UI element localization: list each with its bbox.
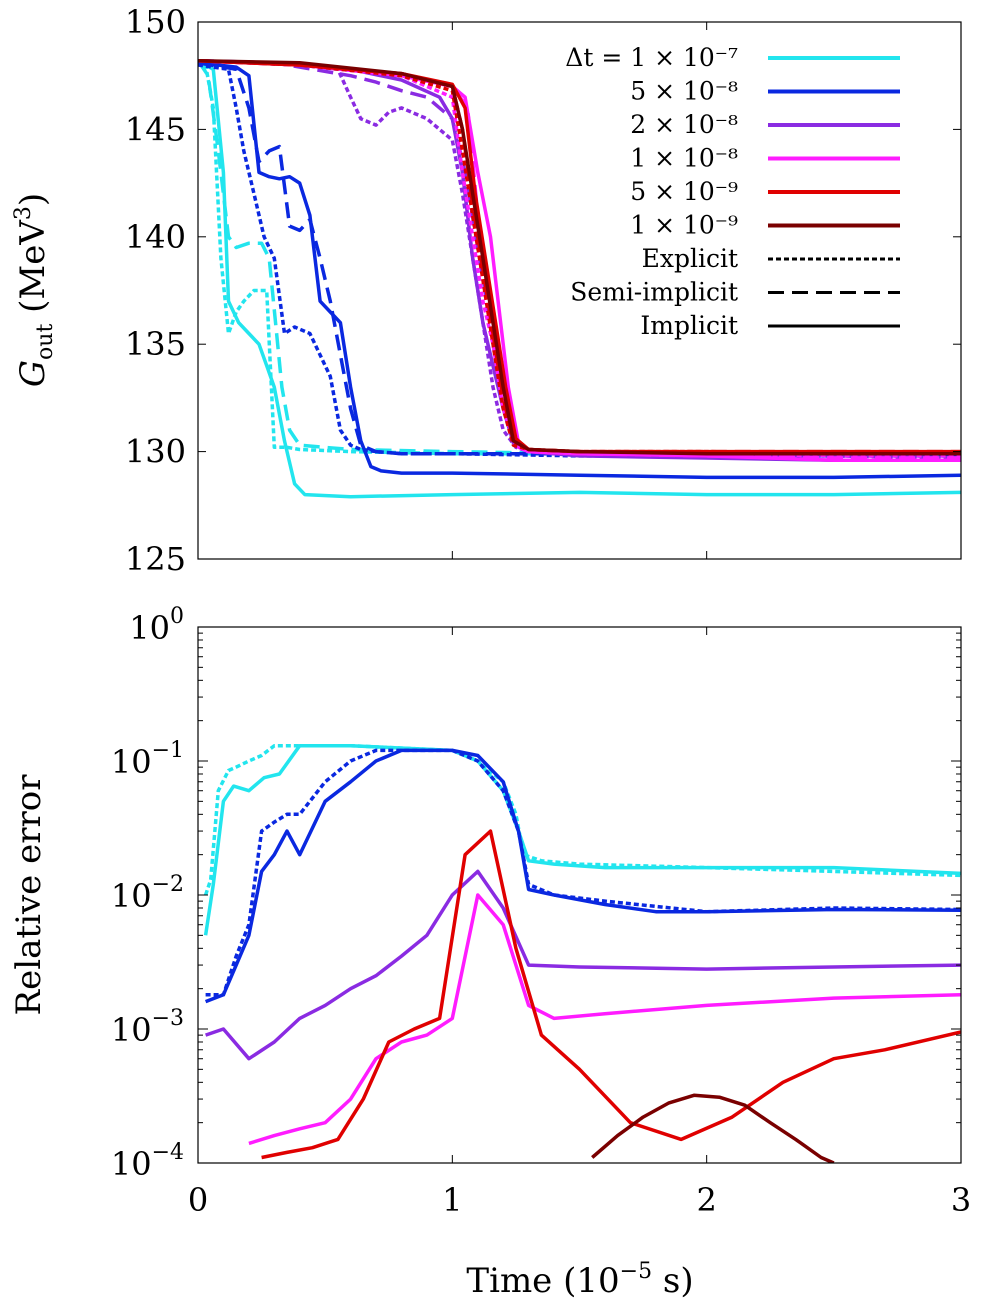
bottom-ytick-label: 10−3 — [111, 1006, 184, 1049]
top-series-2e-8-semi — [198, 58, 961, 460]
top-plot-frame — [197, 21, 962, 560]
bottom-ytick-label: 10−1 — [111, 738, 184, 781]
legend-label-5e-8: 5 × 10⁻⁸ — [630, 77, 738, 106]
legend-label-1e-7: Δt = 1 × 10⁻⁷ — [565, 43, 738, 72]
top-series-1e-7-explicit — [198, 59, 961, 458]
top-ytick-label: 130 — [125, 433, 186, 471]
bottom-series-5e-8-implicit — [204, 748, 961, 1004]
top-series-1e-8-semi — [198, 58, 961, 460]
bottom-xtick-label: 1 — [442, 1181, 462, 1219]
legend-label-2e-8: 2 × 10⁻⁸ — [630, 110, 738, 139]
top-series-2e-8-explicit — [198, 58, 961, 460]
legend: Δt = 1 × 10⁻⁷ 5 × 10⁻⁸ 2 × 10⁻⁸ 1 × 10⁻⁸ 5 ×… — [565, 43, 900, 340]
top-series-5e-9-explicit — [198, 58, 961, 456]
bottom-y-ticks: 100 10−1 10−2 10−3 10−4 — [111, 604, 961, 1183]
legend-label-semi: Semi-implicit — [570, 278, 738, 307]
bottom-plot-frame — [197, 626, 962, 1164]
bottom-series-1e-7-implicit — [203, 743, 961, 936]
legend-label-implicit: Implicit — [640, 311, 738, 340]
top-series-5e-9-implicit — [198, 58, 961, 454]
legend-label-explicit: Explicit — [642, 244, 738, 273]
top-series-1e-7-implicit — [198, 59, 961, 499]
top-ytick-label: 150 — [125, 3, 186, 41]
bottom-series-5e-9-implicit — [261, 829, 961, 1160]
top-y-axis-label: Gout (MeV3) — [11, 193, 58, 387]
bottom-series-1e-9-implicit — [591, 1093, 835, 1163]
legend-label-5e-9: 5 × 10⁻⁹ — [630, 177, 738, 206]
top-series-2e-8-implicit — [198, 58, 961, 462]
top-series-1e-8-implicit — [198, 58, 961, 462]
bottom-ytick-label: 100 — [129, 604, 184, 647]
bottom-series-1e-7-explicit — [203, 743, 961, 896]
bottom-ytick-label: 10−4 — [111, 1140, 184, 1183]
top-series-5e-8-semi — [198, 61, 961, 458]
bottom-ytick-label: 10−2 — [111, 872, 184, 915]
bottom-series-group — [203, 743, 961, 1163]
bottom-series-1e-8-implicit — [248, 893, 961, 1146]
bottom-xtick-label: 2 — [696, 1181, 716, 1219]
top-series-5e-8-implicit — [198, 61, 961, 480]
bottom-xtick-label: 3 — [951, 1181, 971, 1219]
top-series-group — [198, 58, 961, 499]
top-y-ticks: 125 130 135 140 145 150 — [125, 3, 962, 578]
top-ytick-label: 135 — [125, 325, 186, 363]
bottom-xtick-label: 0 — [188, 1181, 208, 1219]
top-ytick-label: 125 — [125, 540, 186, 578]
x-axis-label: Time (10−5 s) — [466, 1259, 693, 1301]
top-series-1e-9-implicit — [198, 58, 961, 456]
top-series-1e-8-explicit — [198, 58, 961, 458]
bottom-series-5e-8-explicit — [205, 748, 961, 997]
bottom-x-ticks: 0 1 2 3 — [188, 627, 971, 1219]
top-ytick-label: 140 — [125, 218, 186, 256]
top-panel: 125 130 135 140 145 150 Gout (MeV3) Δt = 1 × … — [11, 3, 962, 578]
legend-label-1e-9: 1 × 10⁻⁹ — [630, 211, 738, 240]
top-ytick-label: 145 — [125, 110, 186, 148]
top-series-1e-7-semi — [198, 59, 961, 458]
top-series-5e-9-semi — [198, 58, 961, 454]
legend-label-1e-8: 1 × 10⁻⁸ — [630, 144, 738, 173]
bottom-series-2e-8-implicit — [205, 869, 961, 1061]
bottom-y-axis-label: Relative error — [9, 774, 49, 1016]
